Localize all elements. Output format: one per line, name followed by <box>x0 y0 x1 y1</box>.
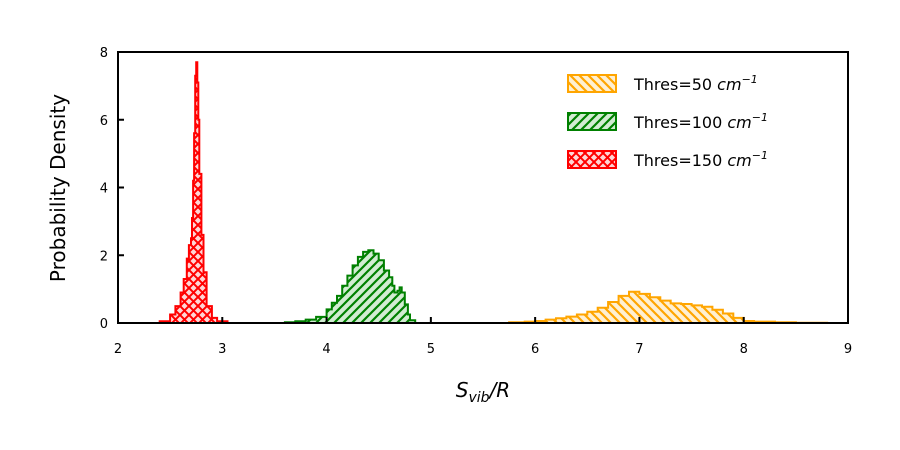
legend-swatch-0 <box>567 74 617 93</box>
legend-label-0: Thres=50 cm−1 <box>633 73 758 94</box>
y-tick-label-2: 4 <box>100 182 108 197</box>
legend-label-1: Thres=100 cm−1 <box>633 111 768 132</box>
x-tick-label-4: 6 <box>531 342 539 357</box>
legend-swatch-2 <box>567 150 617 169</box>
x-tick-label-5: 7 <box>635 342 643 357</box>
series-1 <box>274 249 417 324</box>
x-tick-label-2: 4 <box>322 342 330 357</box>
legend-label-unit-1: cm <box>727 113 751 132</box>
legend-item-1: Thres=100 cm−1 <box>567 111 768 132</box>
legend-label-base-1: Thres=100 <box>633 113 727 132</box>
legend-label-exp-1: −1 <box>752 111 768 124</box>
x-tick-label-1: 3 <box>218 342 226 357</box>
y-tick-label-3: 6 <box>100 114 108 129</box>
y-axis-label: Probability Density <box>46 94 70 282</box>
legend-label-unit-2: cm <box>727 151 751 170</box>
series-1-hatch <box>274 249 417 324</box>
legend-swatch-1 <box>567 112 617 131</box>
series-0 <box>493 290 829 324</box>
x-tick-label-0: 2 <box>114 342 122 357</box>
x-tick-label-6: 8 <box>740 342 748 357</box>
x-tick-label-3: 5 <box>427 342 435 357</box>
x-axis-label: Svib/R <box>456 378 510 406</box>
x-axis-label-sub: vib <box>469 390 490 406</box>
legend-label-base-0: Thres=50 <box>633 75 717 94</box>
legend-item-2: Thres=150 cm−1 <box>567 149 768 170</box>
x-axis-label-rest: /R <box>488 378 511 402</box>
y-tick-label-4: 8 <box>100 46 108 61</box>
series-2 <box>149 61 229 324</box>
x-axis-label-main: S <box>456 378 469 402</box>
legend-label-2: Thres=150 cm−1 <box>633 149 768 170</box>
legend-item-0: Thres=50 cm−1 <box>567 73 758 94</box>
y-tick-label-0: 0 <box>100 317 108 332</box>
legend-label-unit-0: cm <box>717 75 741 94</box>
legend-label-exp-2: −1 <box>752 149 768 162</box>
legend-label-base-2: Thres=150 <box>633 151 727 170</box>
y-tick-label-1: 2 <box>100 249 108 264</box>
series-0-hatch <box>493 290 829 324</box>
series-2-hatch <box>149 61 229 324</box>
legend-label-exp-0: −1 <box>742 73 758 86</box>
x-tick-label-7: 9 <box>844 342 852 357</box>
series-layer <box>149 61 829 324</box>
